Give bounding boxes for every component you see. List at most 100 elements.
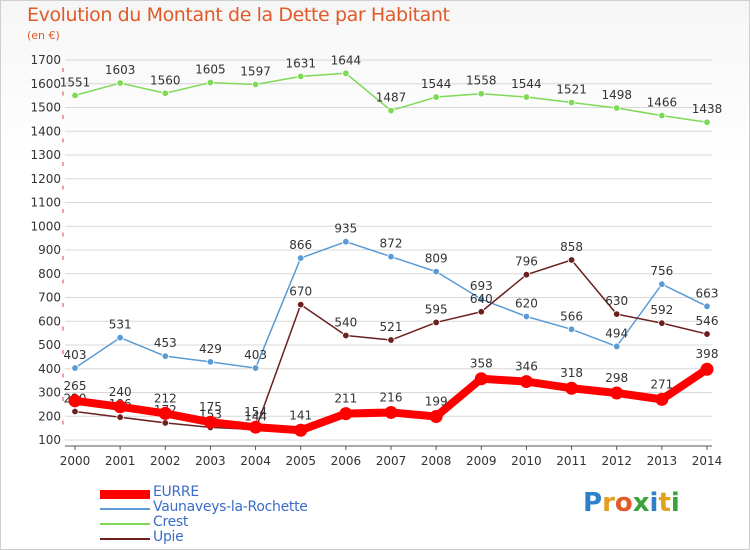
data-point <box>342 69 350 77</box>
data-label: 298 <box>605 371 628 385</box>
x-tick-label: 2000 <box>60 454 91 468</box>
y-tick-label: 1200 <box>30 172 61 186</box>
data-point <box>161 89 169 97</box>
data-point <box>658 280 666 288</box>
data-label: 540 <box>334 316 357 330</box>
data-label: 453 <box>154 336 177 350</box>
data-point <box>113 400 127 414</box>
y-tick-label: 200 <box>38 409 61 423</box>
data-label: 271 <box>650 377 673 391</box>
y-tick-label: 1000 <box>30 219 61 233</box>
data-label: 1631 <box>285 56 316 70</box>
legend-swatch <box>100 508 150 510</box>
data-point <box>700 362 714 376</box>
data-label: 1605 <box>195 63 226 77</box>
data-label: 630 <box>605 294 628 308</box>
data-label: 1560 <box>150 73 181 87</box>
brand-letter: r <box>602 488 615 518</box>
data-point <box>116 333 124 342</box>
data-label: 403 <box>64 348 87 362</box>
data-point <box>432 93 440 101</box>
legend-swatch <box>100 538 150 540</box>
x-tick-label: 2001 <box>105 454 136 468</box>
y-tick-label: 1100 <box>30 196 61 210</box>
data-label: 1603 <box>105 63 136 77</box>
data-point <box>71 364 79 372</box>
data-point <box>206 78 215 87</box>
y-tick-label: 400 <box>38 362 61 376</box>
x-tick-label: 2005 <box>285 454 316 468</box>
data-label: 1544 <box>511 77 542 91</box>
data-label: 1558 <box>466 74 497 88</box>
data-label: 620 <box>515 297 538 311</box>
data-point <box>294 423 308 437</box>
data-label: 346 <box>515 360 538 374</box>
data-label: 141 <box>289 408 312 422</box>
data-point <box>342 237 350 246</box>
data-point <box>567 256 576 264</box>
data-point <box>613 342 621 351</box>
data-label: 429 <box>199 342 222 356</box>
data-point <box>567 98 576 107</box>
data-point <box>297 254 305 262</box>
data-label: 403 <box>244 348 267 362</box>
data-point <box>703 302 711 310</box>
data-point <box>432 318 440 327</box>
data-label: 1438 <box>692 102 723 116</box>
data-point <box>658 111 666 120</box>
data-point <box>522 93 531 101</box>
data-label: 809 <box>425 252 448 266</box>
data-label: 1487 <box>376 91 407 105</box>
data-label: 1551 <box>60 75 91 89</box>
data-label: 1597 <box>240 64 271 78</box>
data-point <box>297 300 305 309</box>
data-label: 663 <box>696 286 719 300</box>
data-point <box>565 381 579 395</box>
y-tick-label: 100 <box>38 433 61 447</box>
data-point <box>522 312 531 321</box>
data-label: 1466 <box>647 96 678 110</box>
data-point <box>703 330 711 338</box>
data-point <box>613 104 621 112</box>
data-label: 398 <box>696 347 719 361</box>
data-point <box>297 72 305 81</box>
data-point <box>567 325 576 334</box>
y-tick-label: 1700 <box>30 53 61 67</box>
x-tick-label: 2008 <box>421 454 452 468</box>
data-point <box>387 106 395 115</box>
data-point <box>519 375 533 389</box>
data-point <box>477 308 485 316</box>
data-point <box>474 372 488 386</box>
x-tick-label: 2011 <box>556 454 587 468</box>
x-tick-label: 2010 <box>511 454 542 468</box>
y-tick-label: 600 <box>38 314 61 328</box>
brand-letter: x <box>632 488 650 518</box>
data-label: 240 <box>109 385 132 399</box>
brand-letter: t <box>658 488 671 518</box>
brand-letter: i <box>649 488 659 518</box>
data-label: 1544 <box>421 77 452 91</box>
data-point <box>477 295 485 303</box>
data-point <box>387 252 395 261</box>
brand-logo: Proxiti <box>583 488 680 518</box>
y-tick-label: 1400 <box>30 124 61 138</box>
data-label: 212 <box>154 391 177 405</box>
x-tick-label: 2004 <box>240 454 271 468</box>
brand-letter: o <box>614 488 633 518</box>
legend-label: EURRE <box>153 484 199 500</box>
legend-label: Vaunaveys-la-Rochette <box>153 499 308 515</box>
legend-label: Crest <box>153 514 189 530</box>
data-label: 1644 <box>331 53 362 67</box>
data-label: 1521 <box>556 83 587 97</box>
y-tick-label: 500 <box>38 338 61 352</box>
legend-swatch <box>100 489 150 499</box>
data-label: 595 <box>425 302 448 316</box>
x-tick-label: 2006 <box>331 454 362 468</box>
data-label: 640 <box>470 292 493 306</box>
x-tick-label: 2007 <box>376 454 407 468</box>
data-label: 756 <box>650 264 673 278</box>
data-point <box>522 271 531 279</box>
data-point <box>387 336 395 344</box>
y-tick-label: 900 <box>38 243 61 257</box>
